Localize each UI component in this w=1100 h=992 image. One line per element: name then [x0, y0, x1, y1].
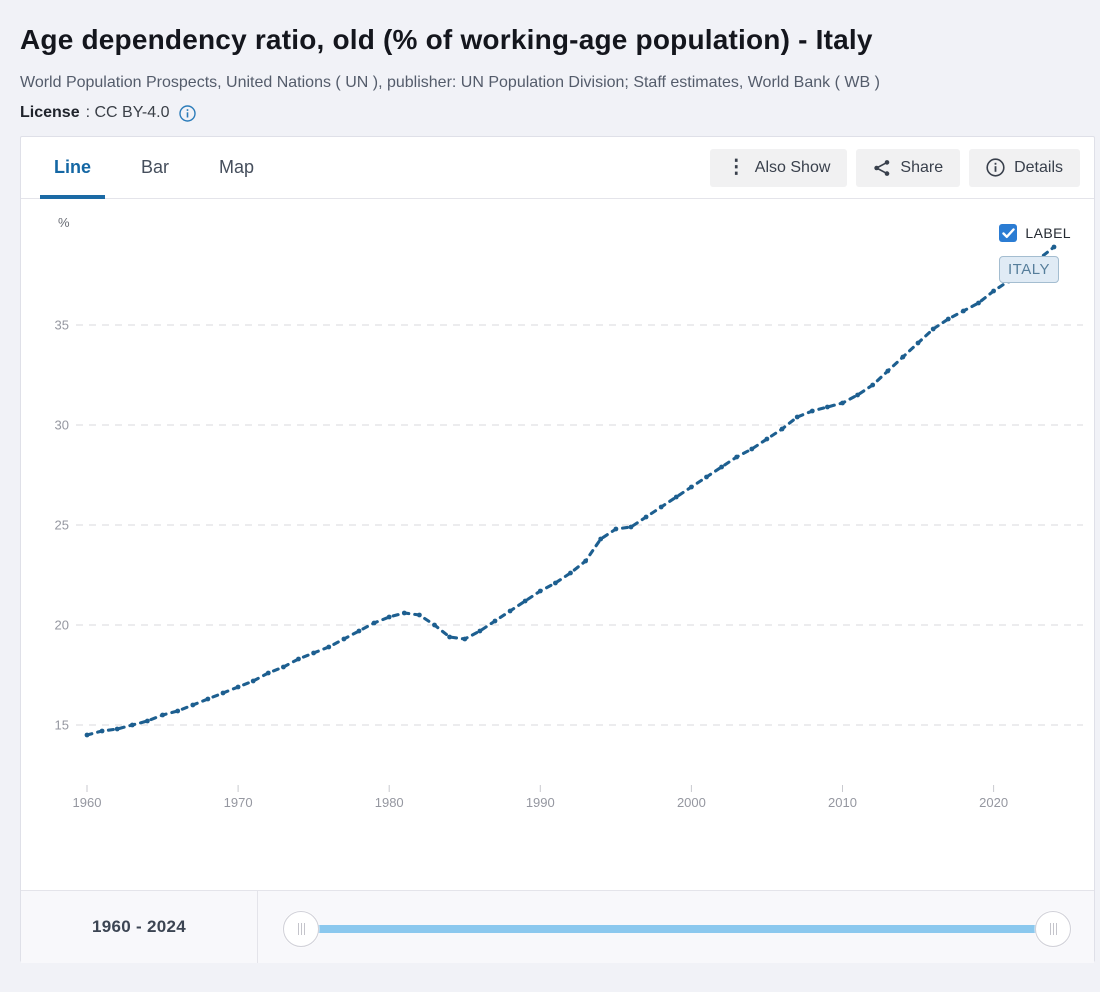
line-chart: 15 20 25 30 35 1960 1970 1980 1990 2000 2010 2020: [55, 244, 1083, 810]
legend: LABEL: [999, 224, 1071, 242]
svg-text:30: 30: [55, 418, 69, 433]
range-footer: 1960 - 2024: [21, 890, 1094, 963]
info-icon: [986, 158, 1005, 177]
details-button[interactable]: Details: [969, 148, 1080, 187]
license-label: License: [20, 104, 80, 121]
series-country-tag[interactable]: ITALY: [999, 256, 1059, 283]
page-title: Age dependency ratio, old (% of working-…: [20, 24, 873, 55]
share-button[interactable]: Share: [856, 148, 961, 187]
tab-map[interactable]: Map: [219, 157, 255, 177]
page-header: Age dependency ratio, old (% of working-…: [0, 0, 1100, 122]
license-row: License : CC BY-4.0: [20, 104, 1080, 122]
svg-text:35: 35: [55, 318, 69, 333]
svg-text:1970: 1970: [224, 795, 253, 810]
svg-text:25: 25: [55, 518, 69, 533]
label-checkbox[interactable]: [999, 224, 1018, 242]
svg-text:1990: 1990: [526, 795, 555, 810]
slider-grip-line: [303, 923, 305, 935]
year-slider-track[interactable]: [301, 925, 1053, 933]
share-label: Share: [900, 158, 944, 176]
tab-bar[interactable]: Bar: [141, 157, 170, 177]
year-slider-handle-max[interactable]: [1035, 911, 1071, 947]
svg-text:20: 20: [55, 618, 69, 633]
tab-line[interactable]: Line: [40, 137, 106, 199]
license-value: : CC BY-4.0: [85, 104, 170, 121]
y-axis-unit-label: %: [58, 215, 70, 230]
details-label: Details: [1014, 158, 1063, 176]
toolbar: ⋮ Also Show Share: [709, 148, 1080, 187]
svg-text:2020: 2020: [979, 795, 1008, 810]
range-cell: 1960 - 2024: [21, 891, 258, 963]
also-show-button[interactable]: ⋮ Also Show: [709, 148, 848, 187]
label-checkbox-text[interactable]: LABEL: [1025, 225, 1071, 241]
svg-text:1980: 1980: [375, 795, 404, 810]
svg-text:2000: 2000: [677, 795, 706, 810]
also-show-label: Also Show: [754, 158, 831, 176]
chart-type-tabs: Line Bar Map: [29, 137, 279, 199]
source-line: World Population Prospects, United Natio…: [20, 74, 880, 91]
year-range-text: 1960 - 2024: [91, 917, 187, 936]
share-icon: [873, 159, 891, 177]
slider-grip-line: [297, 923, 299, 935]
svg-text:2010: 2010: [828, 795, 857, 810]
svg-text:15: 15: [55, 718, 69, 733]
slider-grip-line: [300, 923, 302, 935]
year-slider-handle-min[interactable]: [283, 911, 319, 947]
slider-grip-line: [1052, 923, 1054, 935]
slider-grip-line: [1049, 923, 1051, 935]
chart-card: Line Bar Map ⋮ Also Show Share: [20, 136, 1095, 963]
license-info-icon[interactable]: [179, 104, 197, 122]
tab-bar: Line Bar Map ⋮ Also Show Share: [21, 137, 1094, 199]
chart-area: % 15 20 25 30 35 1960 1970 1980 1990 2000 2010 2020…: [21, 199, 1094, 890]
slider-grip-line: [1055, 923, 1057, 935]
kebab-icon: ⋮: [726, 157, 746, 178]
svg-text:1960: 1960: [73, 795, 102, 810]
